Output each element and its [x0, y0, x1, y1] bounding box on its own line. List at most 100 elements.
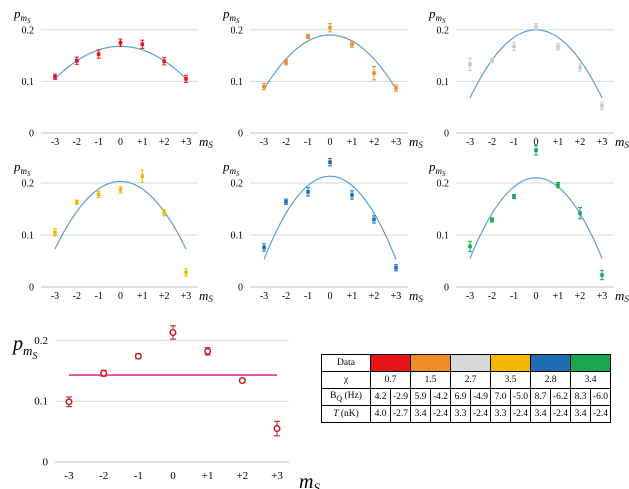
y-tick-label: 0.2 — [231, 25, 244, 36]
fit-curve — [263, 175, 397, 260]
x-tick-label: -2 — [282, 137, 290, 148]
data-point — [140, 174, 145, 179]
data-point — [394, 86, 398, 90]
data-point — [600, 103, 604, 108]
table-row-chi: χ 0.7 1.5 2.7 3.5 2.8 3.4 — [321, 371, 611, 389]
x-axis-label: mS — [199, 288, 213, 304]
data-point — [100, 369, 108, 377]
x-tick-label: +2 — [575, 291, 586, 302]
x-tick-label: +2 — [236, 470, 248, 482]
x-tick-label: +1 — [137, 137, 148, 148]
x-tick-label: +3 — [391, 137, 402, 148]
bq-value: 4.2 — [370, 388, 391, 406]
x-tick-label: -2 — [488, 137, 496, 148]
data-point — [53, 230, 57, 235]
table-row-data: Data — [321, 354, 611, 372]
bq-value: 6.9 — [450, 388, 471, 406]
chi-value: 2.8 — [530, 371, 571, 389]
bq-value: -4.2 — [430, 388, 451, 406]
parameter-table: Data χ 0.7 1.5 2.7 3.5 2.8 3.4 BQ (Hz) 4… — [321, 354, 611, 423]
data-point — [372, 217, 376, 222]
bq-value: -5.0 — [510, 388, 531, 406]
bq-value: 7.0 — [490, 388, 511, 406]
y-axis-label-subsub: S — [442, 17, 446, 25]
x-tick-label: +1 — [137, 291, 148, 302]
data-point — [512, 44, 516, 49]
data-point — [306, 190, 310, 194]
x-tick-label: +2 — [159, 137, 170, 148]
y-axis-label-sub: m — [436, 13, 443, 23]
data-point — [600, 273, 604, 277]
bq-value: 5.9 — [410, 388, 431, 406]
t-value: -2.4 — [590, 405, 611, 423]
x-tick-label: -1 — [94, 291, 102, 302]
x-tick-label: -1 — [510, 291, 518, 302]
data-point — [328, 25, 332, 30]
data-point — [162, 210, 166, 215]
x-tick-label: 0 — [534, 291, 539, 302]
bq-value: 8.7 — [530, 388, 551, 406]
data-point — [372, 71, 376, 75]
y-axis-label-subsub: S — [236, 17, 240, 25]
t-value: 3.4 — [530, 405, 551, 423]
y-tick-label: 0 — [29, 129, 34, 140]
y-tick-label: 0.2 — [231, 179, 244, 190]
chi-value: 0.7 — [370, 371, 411, 389]
data-point — [140, 42, 145, 47]
x-tick-label: +1 — [553, 137, 564, 148]
y-tick-label: 0.1 — [22, 77, 35, 88]
data-point — [578, 211, 582, 215]
data-point — [273, 425, 281, 433]
t-value: 4.0 — [370, 405, 391, 423]
data-point — [556, 183, 560, 187]
y-axis-label: pmS — [222, 159, 240, 178]
x-tick-label: -3 — [64, 470, 74, 482]
chi-value: 1.5 — [410, 371, 451, 389]
data-point — [65, 398, 73, 406]
data-point — [238, 377, 246, 385]
y-tick-label: 0 — [444, 129, 449, 140]
x-tick-label: -1 — [304, 137, 312, 148]
fit-curve — [54, 45, 187, 80]
data-point — [184, 77, 188, 81]
bq-label: BQ (Hz) — [321, 388, 371, 406]
y-tick-label: 0 — [29, 283, 34, 294]
data-point — [75, 58, 79, 63]
x-tick-label: -2 — [488, 291, 496, 302]
data-point — [468, 62, 472, 67]
y-tick-label: 0 — [444, 283, 449, 294]
x-tick-label: +3 — [271, 470, 283, 482]
x-tick-label: -1 — [94, 137, 102, 148]
x-tick-label: +1 — [347, 291, 358, 302]
y-tick-label: 0.2 — [34, 335, 48, 347]
t-value: -2.4 — [550, 405, 571, 423]
x-tick-label: +3 — [181, 137, 192, 148]
bq-label-main: B — [330, 391, 337, 402]
x-tick-label: +3 — [181, 291, 192, 302]
y-tick-label: 0 — [238, 129, 243, 140]
x-tick-label: -1 — [510, 137, 518, 148]
data-point — [284, 199, 288, 204]
x-axis-label: mS — [409, 134, 423, 150]
x-tick-label: 0 — [328, 137, 333, 148]
bq-value: -2.9 — [390, 388, 411, 406]
data-point — [394, 265, 398, 270]
data-point — [350, 42, 354, 47]
t-value: -2.7 — [390, 405, 411, 423]
data-point — [134, 352, 142, 360]
y-axis-label-subsub: S — [32, 351, 37, 362]
x-axis-label: mS — [615, 288, 629, 304]
data-point — [118, 40, 123, 45]
y-axis-label: pmS — [428, 159, 446, 178]
data-point — [490, 58, 494, 63]
data-point — [534, 148, 538, 153]
x-tick-label: +2 — [159, 291, 170, 302]
x-axis-label-sub: S — [418, 294, 423, 304]
x-axis-label: mS — [615, 134, 629, 150]
bq-value: -6.2 — [550, 388, 571, 406]
x-tick-label: -2 — [99, 470, 108, 482]
